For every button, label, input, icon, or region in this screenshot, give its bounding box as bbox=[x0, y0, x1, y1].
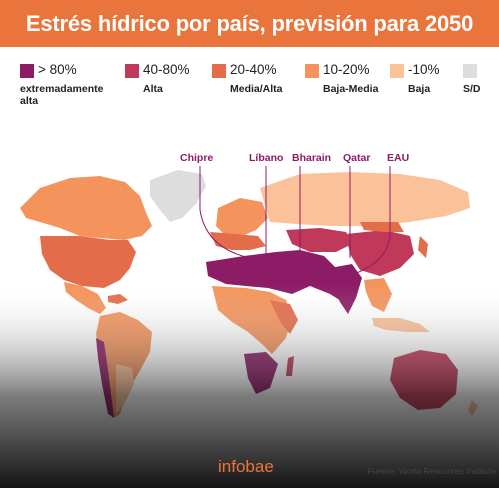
callout-qatar: Qatar bbox=[343, 152, 371, 164]
legend-label: Baja-Media bbox=[323, 83, 379, 95]
world-map: Chipre Líbano Bharain Qatar EAU bbox=[0, 118, 499, 488]
legend-swatch bbox=[305, 64, 319, 78]
source-credit: Fuente: World Resources Institute bbox=[367, 466, 496, 476]
legend-label: Alta bbox=[143, 83, 163, 95]
legend-swatch bbox=[212, 64, 226, 78]
callout-libano: Líbano bbox=[249, 152, 284, 164]
legend-range: 40-80% bbox=[143, 62, 190, 77]
legend-range: 20-40% bbox=[230, 62, 277, 77]
world-map-svg bbox=[0, 118, 499, 488]
legend-range: 10-20% bbox=[323, 62, 370, 77]
legend-swatch bbox=[390, 64, 404, 78]
callout-bharain: Bharain bbox=[292, 152, 332, 164]
legend-swatch bbox=[463, 64, 477, 78]
brand-logo: infobae bbox=[218, 457, 274, 476]
legend-label: Media/Alta bbox=[230, 83, 283, 95]
legend-label: S/D bbox=[463, 83, 481, 95]
legend-label: Baja bbox=[408, 83, 431, 95]
legend-label: extremadamente alta bbox=[20, 83, 104, 107]
legend-swatch bbox=[125, 64, 139, 78]
legend: > 80% extremadamente alta 40-80% Alta 20… bbox=[0, 62, 499, 112]
legend-range: -10% bbox=[408, 62, 440, 77]
legend-range: > 80% bbox=[38, 62, 77, 77]
bottom-fade bbox=[0, 118, 499, 488]
callout-eau: EAU bbox=[387, 152, 410, 164]
legend-swatch bbox=[20, 64, 34, 78]
callout-chipre: Chipre bbox=[180, 152, 214, 164]
page-title: Estrés hídrico por país, previsión para … bbox=[0, 0, 499, 47]
